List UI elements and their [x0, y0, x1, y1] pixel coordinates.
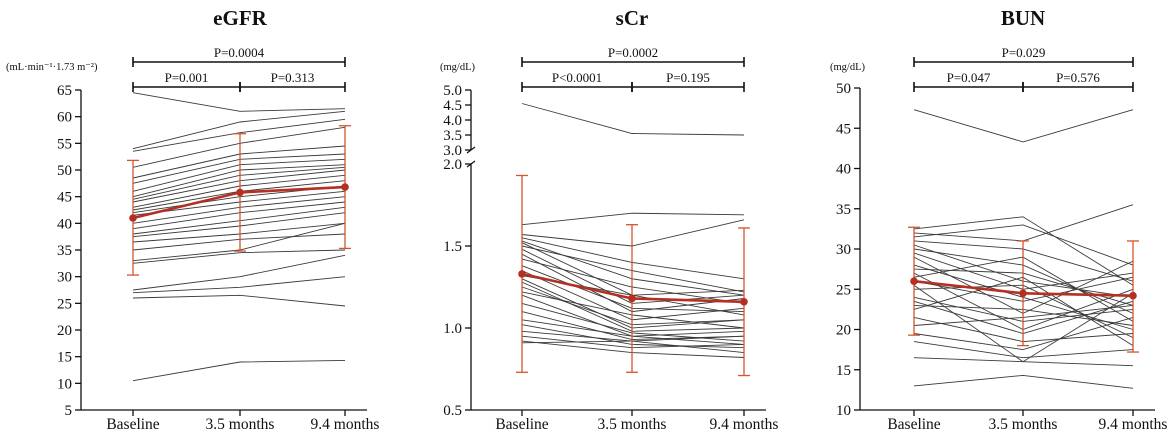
p-value-label: P=0.313: [271, 70, 315, 85]
unit-label: (mg/dL): [440, 62, 475, 73]
subject-line: [913, 216, 1134, 286]
mean-point: [236, 188, 244, 197]
y-tick-label: 20: [57, 323, 72, 339]
subject-line: [521, 311, 745, 340]
y-tick-label: 50: [57, 163, 72, 179]
x-tick-label: 9.4 months: [1099, 416, 1168, 433]
panel-bun: [854, 57, 1155, 416]
x-tick-label: Baseline: [106, 416, 159, 433]
subject-line: [132, 92, 346, 112]
subject-line: [132, 249, 346, 264]
p-value-label: P=0.0002: [608, 45, 658, 60]
subject-line: [913, 224, 1134, 266]
panel-egfr: [75, 57, 367, 416]
subject-line: [132, 201, 346, 230]
x-tick-label: Baseline: [887, 416, 940, 433]
subject-line: [132, 276, 346, 294]
subject-line: [132, 359, 346, 382]
subject-line: [521, 212, 745, 226]
y-tick-label: 30: [57, 270, 72, 286]
subject-line: [132, 212, 346, 238]
subject-line: [132, 233, 346, 251]
unit-label: (mL·min⁻¹·1.73 m⁻²): [6, 62, 98, 73]
y-tick-label: 1.0: [443, 321, 462, 337]
chart-title: BUN: [1001, 6, 1045, 30]
subject-line: [521, 103, 745, 136]
y-tick-label: 30: [836, 242, 851, 258]
p-value-label: P<0.0001: [552, 70, 602, 85]
p-value-label: P=0.0004: [214, 45, 265, 60]
mean-point: [628, 294, 636, 303]
p-value-label: P=0.195: [666, 70, 710, 85]
y-tick-label: 40: [836, 162, 851, 178]
mean-point: [518, 270, 526, 278]
mean-point: [341, 183, 349, 191]
subject-line: [913, 109, 1134, 143]
x-tick-label: 3.5 months: [598, 416, 667, 433]
chart-title: sCr: [616, 6, 649, 30]
y-tick-label: 35: [836, 202, 851, 218]
y-tick-label: 45: [836, 121, 851, 137]
y-tick-label: 3.0: [443, 143, 462, 159]
y-tick-label: 4.5: [443, 98, 462, 114]
y-tick-label: 15: [836, 363, 851, 379]
subject-line: [132, 110, 346, 150]
subject-line: [913, 204, 1134, 242]
subject-line: [132, 254, 346, 291]
subject-line: [521, 219, 745, 247]
chart-title: eGFR: [213, 6, 267, 30]
y-tick-label: 65: [57, 83, 72, 99]
subject-line: [132, 118, 346, 152]
y-tick-label: 1.5: [443, 239, 462, 255]
x-tick-label: 3.5 months: [206, 416, 275, 433]
y-tick-label: 20: [836, 323, 851, 339]
p-value-label: P=0.047: [947, 70, 991, 85]
subject-line: [913, 341, 1134, 359]
panel-scr: [465, 57, 766, 416]
y-tick-label: 10: [57, 376, 72, 392]
subject-line: [913, 316, 1134, 351]
y-tick-label: 50: [836, 81, 851, 97]
y-tick-label: 40: [57, 216, 72, 232]
y-tick-label: 55: [57, 136, 72, 152]
mean-point: [129, 214, 137, 222]
mean-point: [1019, 289, 1027, 298]
p-value-label: P=0.029: [1002, 45, 1046, 60]
x-tick-label: 9.4 months: [710, 416, 779, 433]
y-tick-label: 35: [57, 243, 72, 259]
unit-label: (mg/dL): [830, 62, 865, 73]
x-tick-label: Baseline: [495, 416, 548, 433]
y-tick-label: 2.0: [443, 157, 462, 173]
y-tick-label: 4.0: [443, 113, 462, 129]
y-tick-label: 60: [57, 110, 72, 126]
y-tick-label: 5.0: [443, 83, 462, 99]
y-tick-label: 0.5: [443, 403, 462, 419]
subject-line: [913, 374, 1134, 389]
y-tick-label: 45: [57, 190, 72, 206]
p-value-label: P=0.001: [165, 70, 209, 85]
x-tick-label: 9.4 months: [311, 416, 380, 433]
mean-point: [740, 297, 748, 306]
p-value-label: P=0.576: [1056, 70, 1100, 85]
mean-point: [910, 277, 918, 286]
x-tick-label: 3.5 months: [989, 416, 1058, 433]
subject-line: [132, 222, 346, 262]
y-tick-label: 25: [57, 296, 72, 312]
subject-line: [521, 286, 745, 326]
subject-line: [132, 294, 346, 307]
y-tick-label: 3.5: [443, 128, 462, 144]
subject-line: [521, 265, 745, 313]
mean-point: [1129, 291, 1137, 300]
y-tick-label: 10: [836, 403, 851, 419]
y-tick-label: 5: [65, 403, 73, 419]
y-tick-label: 15: [57, 350, 72, 366]
subject-line: [913, 357, 1134, 367]
y-tick-label: 25: [836, 282, 851, 298]
